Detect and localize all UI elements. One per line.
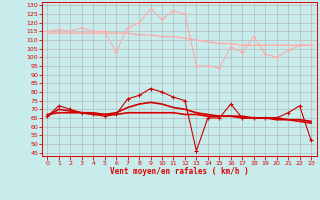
- X-axis label: Vent moyen/en rafales ( km/h ): Vent moyen/en rafales ( km/h ): [110, 167, 249, 176]
